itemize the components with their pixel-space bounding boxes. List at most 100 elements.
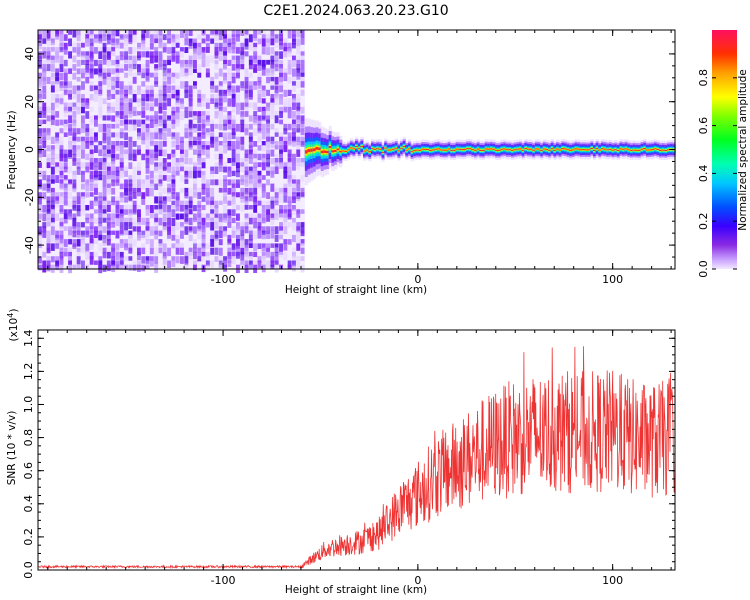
heatmap-noise-cell [128,247,133,254]
heatmap-noise-cell [283,47,288,52]
heatmap-noise-cell [46,217,51,223]
heatmap-noise-cell [205,72,210,78]
heatmap-noise-cell [257,162,262,168]
heatmap-signal-cell [508,149,512,151]
heatmap-noise-cell [76,34,81,42]
heatmap-noise-cell [167,68,171,75]
heatmap-noise-cell [253,51,258,60]
heatmap-signal-cell [376,148,380,150]
heatmap-noise-cell [137,102,141,107]
heatmap-noise-cell [205,141,210,147]
heatmap-noise-cell [171,55,176,62]
heatmap-noise-cell [223,264,227,272]
heatmap-noise-cell [55,111,60,118]
heatmap-noise-cell [59,128,64,134]
heatmap-noise-cell [253,68,258,73]
heatmap-noise-cell [257,226,262,235]
heatmap-noise-cell [292,76,296,84]
heatmap-noise-cell [223,226,227,232]
heatmap-noise-cell [210,247,215,255]
heatmap-noise-cell [89,34,94,41]
heatmap-noise-cell [175,205,180,212]
heatmap-noise-cell [270,141,275,148]
heatmap-noise-cell [132,149,137,158]
heatmap-noise-cell [59,47,64,53]
heatmap-noise-cell [274,98,279,106]
heatmap-noise-cell [38,145,42,152]
heatmap-noise-cell [72,170,77,180]
heatmap-signal-cell [608,148,613,150]
heatmap-signal-cell [450,149,454,151]
heatmap-noise-cell [184,213,189,222]
heatmap-noise-cell [115,170,120,176]
heatmap-noise-cell [59,153,64,162]
heatmap-noise-cell [81,98,85,107]
heatmap-noise-cell [76,256,81,265]
heatmap-noise-cell [201,51,206,60]
heatmap-noise-cell [94,179,98,187]
heatmap-noise-cell [197,34,202,40]
heatmap-noise-cell [279,209,283,218]
heatmap-noise-cell [154,51,159,57]
heatmap-noise-cell [46,264,51,272]
heatmap-noise-cell [158,239,163,247]
heatmap-noise-cell [46,30,51,35]
heatmap-signal-cell [645,149,650,151]
heatmap-noise-cell [184,68,189,76]
heatmap-noise-cell [171,51,176,60]
heatmap-noise-cell [253,196,258,203]
heatmap-noise-cell [223,72,227,81]
heatmap-noise-cell [102,158,107,165]
heatmap-noise-cell [145,162,150,168]
heatmap-noise-cell [42,222,47,229]
heatmap-noise-cell [72,200,77,209]
heatmap-noise-cell [171,123,176,129]
heatmap-noise-cell [167,98,171,107]
heatmap-noise-cell [128,264,133,271]
heatmap-noise-cell [42,64,47,72]
snr-x-ticks: -100 0 100 [47,330,672,587]
heatmap-noise-cell [287,76,292,84]
heatmap-noise-cell [106,234,111,241]
heatmap-noise-cell [257,106,262,112]
heatmap-noise-cell [193,251,197,260]
heatmap-noise-cell [81,192,85,199]
heatmap-noise-cell [279,192,283,200]
heatmap-noise-cell [81,102,85,110]
heatmap-noise-cell [248,217,253,225]
heatmap-noise-cell [231,119,236,128]
heatmap-noise-cell [214,162,219,168]
heatmap-noise-cell [287,153,292,161]
heatmap-noise-cell [274,251,279,257]
heatmap-noise-cell [89,239,94,247]
heatmap-noise-cell [227,170,232,177]
heatmap-noise-cell [261,256,266,262]
heatmap-noise-cell [223,205,227,211]
heatmap-noise-cell [59,243,64,250]
heatmap-noise-cell [223,38,227,44]
heatmap-noise-cell [158,149,163,157]
heatmap-noise-cell [292,30,296,38]
heatmap-noise-cell [63,149,68,158]
heatmap-signal-cell [630,149,634,151]
heatmap-noise-cell [55,213,60,221]
heatmap-signal-cell [423,148,427,150]
heatmap-noise-cell [279,64,283,72]
heatmap-noise-cell [261,34,266,39]
heatmap-noise-cell [106,106,111,114]
heatmap-signal-cell [574,148,578,150]
heatmap-noise-cell [94,47,98,54]
heatmap-noise-cell [227,111,232,120]
heatmap-noise-cell [184,38,189,46]
heatmap-noise-cell [296,234,301,243]
heatmap-noise-cell [257,76,262,83]
heatmap-noise-cell [119,145,124,154]
heatmap-noise-cell [227,196,232,204]
heatmap-noise-cell [106,239,111,246]
heatmap-noise-cell [158,192,163,199]
heatmap-signal-cell [392,148,396,150]
heatmap-noise-cell [85,72,90,78]
heatmap-noise-cell [94,89,98,96]
heatmap-signal-cell [331,150,335,153]
snr-series [37,346,676,570]
